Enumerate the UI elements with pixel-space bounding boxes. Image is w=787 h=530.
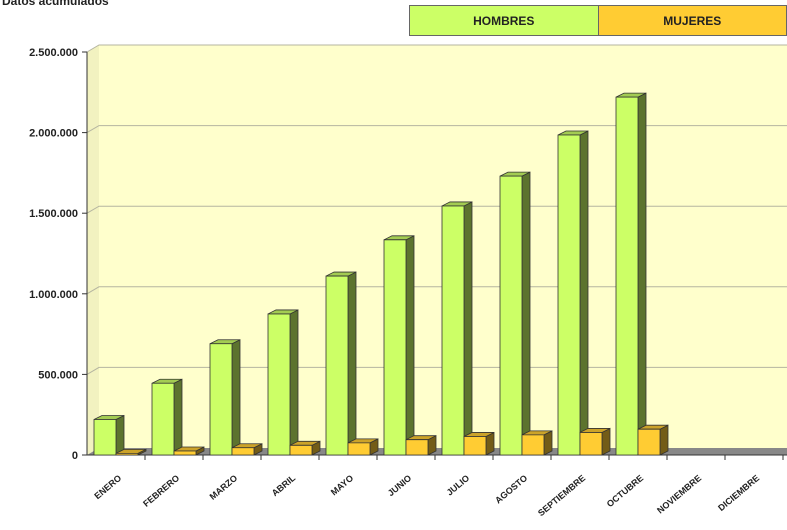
- y-tick-label: 1.500.000: [29, 208, 78, 220]
- legend-item-hombres: HOMBRES: [409, 5, 598, 36]
- bar-hombres-agosto-front: [499, 175, 523, 456]
- bar-mujeres-febrero: [173, 446, 205, 456]
- bar-hombres-septiembre-front: [557, 134, 581, 456]
- bar-hombres-marzo-front: [209, 343, 233, 456]
- bar-hombres-mayo: [325, 271, 357, 456]
- bar-hombres-abril: [267, 309, 299, 456]
- bar-hombres-marzo: [209, 339, 241, 456]
- bar-mujeres-abril-front: [289, 444, 313, 456]
- bar-hombres-octubre: [615, 92, 647, 456]
- bar-hombres-mayo-side: [347, 271, 357, 456]
- bar-hombres-junio-front: [383, 239, 407, 456]
- y-tick-label: 0: [72, 450, 78, 462]
- bar-mujeres-septiembre-front: [579, 432, 603, 456]
- bar-hombres-enero: [93, 414, 125, 456]
- bar-hombres-abril-front: [267, 313, 291, 456]
- bar-mujeres-julio-front: [463, 436, 487, 456]
- bar-hombres-julio: [441, 201, 473, 456]
- bar-hombres-mayo-front: [325, 275, 349, 456]
- bar-mujeres-marzo: [231, 443, 263, 456]
- gridline: [86, 125, 787, 134]
- bar-mujeres-marzo-front: [231, 447, 255, 456]
- bar-mujeres-mayo: [347, 438, 379, 456]
- bar-mujeres-abril: [289, 440, 321, 456]
- bar-mujeres-febrero-front: [173, 450, 197, 456]
- bar-hombres-enero-front: [93, 419, 117, 456]
- bar-mujeres-julio: [463, 431, 495, 456]
- bar-hombres-julio-side: [463, 201, 473, 456]
- x-tick-label: ABRIL: [270, 473, 298, 499]
- bar-hombres-febrero-front: [151, 382, 175, 456]
- x-tick-label: SEPTIEMBRE: [536, 473, 587, 518]
- bar-mujeres-octubre-side: [659, 424, 669, 456]
- x-tick-label: NOVIEMBRE: [655, 473, 703, 516]
- bar-mujeres-septiembre: [579, 427, 611, 456]
- bar-mujeres-septiembre-side: [601, 427, 611, 456]
- bar-mujeres-octubre-front: [637, 428, 661, 456]
- gridline: [86, 44, 787, 53]
- bar-mujeres-octubre: [637, 424, 669, 456]
- bar-hombres-agosto: [499, 171, 531, 456]
- bar-mujeres-junio-front: [405, 439, 429, 456]
- x-tick-label: AGOSTO: [493, 473, 529, 506]
- bar-mujeres-junio: [405, 435, 437, 456]
- bar-hombres-enero-side: [115, 414, 125, 456]
- y-tick-label: 2.000.000: [29, 128, 78, 140]
- bar-mujeres-enero-front: [115, 452, 139, 456]
- x-tick-label: MAYO: [329, 473, 355, 497]
- y-tick-label: 500.000: [38, 369, 78, 381]
- bar-hombres-octubre-side: [637, 92, 647, 456]
- x-tick-label: JULIO: [445, 473, 472, 498]
- legend: HOMBRES MUJERES: [409, 5, 787, 36]
- bar-hombres-agosto-side: [521, 171, 531, 456]
- x-tick-label: ENERO: [92, 473, 123, 501]
- y-tick-label: 2.500.000: [29, 47, 78, 59]
- x-tick-label: OCTUBRE: [605, 473, 646, 509]
- bar-mujeres-mayo-front: [347, 442, 371, 456]
- bar-hombres-abril-side: [289, 309, 299, 456]
- chart-title: Datos acumulados: [2, 0, 109, 8]
- bar-hombres-septiembre: [557, 130, 589, 456]
- bar-hombres-junio-side: [405, 235, 415, 456]
- bar-hombres-febrero-side: [173, 378, 183, 456]
- bar-hombres-septiembre-side: [579, 130, 589, 456]
- bar-hombres-febrero: [151, 378, 183, 456]
- bar-hombres-julio-front: [441, 205, 465, 456]
- x-tick-label: MARZO: [208, 473, 240, 502]
- x-tick-label: JUNIO: [386, 473, 414, 498]
- legend-item-mujeres: MUJERES: [597, 5, 787, 36]
- bar-mujeres-agosto: [521, 430, 553, 456]
- bar-hombres-octubre-front: [615, 96, 639, 456]
- y-tick-label: 1.000.000: [29, 289, 78, 301]
- bar-hombres-junio: [383, 235, 415, 456]
- bar-hombres-marzo-side: [231, 339, 241, 456]
- plot-side-wall: [87, 45, 99, 455]
- x-tick-label: DICIEMBRE: [716, 473, 761, 513]
- bar-mujeres-agosto-front: [521, 434, 545, 456]
- x-tick-label: FEBRERO: [141, 473, 181, 509]
- bar-mujeres-enero: [115, 448, 147, 456]
